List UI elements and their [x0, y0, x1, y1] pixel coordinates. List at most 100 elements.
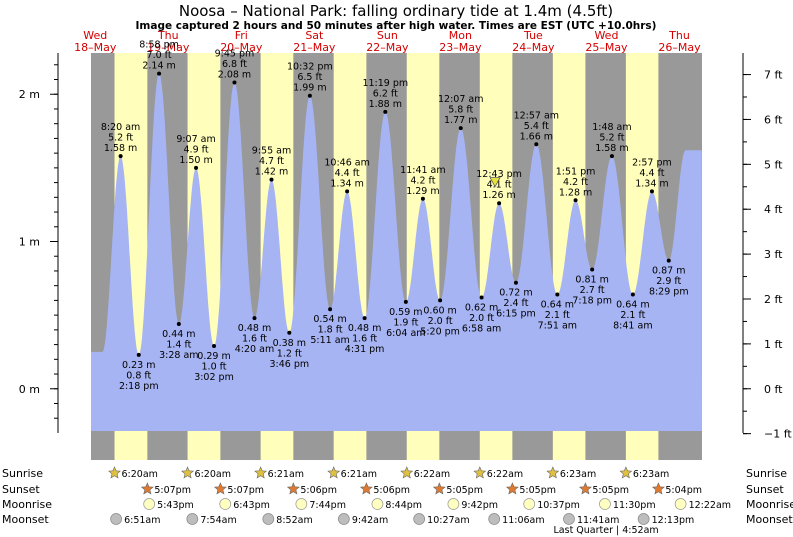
moonrise-icon: [219, 498, 232, 510]
tide-label: 0.44 m: [162, 329, 195, 340]
tide-label: 0.29 m: [197, 351, 230, 362]
tide-label: 1.0 ft: [202, 362, 227, 373]
tide-label: 1.34 m: [330, 178, 363, 189]
tide-label: 4.9 ft: [184, 144, 209, 155]
moonset-time: 8:52am: [276, 515, 312, 526]
day-label-dow: Mon: [449, 29, 472, 42]
moonrise-time: 8:44pm: [385, 500, 422, 511]
sunrise-time: 6:22am: [414, 469, 450, 480]
sunset-time: 5:07pm: [227, 485, 264, 496]
tide-label: 3:28 am: [159, 350, 198, 361]
chart-title: Noosa – National Park: falling ordinary …: [179, 2, 613, 20]
tide-label: 2.7 ft: [580, 285, 605, 296]
sunrise-icon: [181, 466, 195, 479]
tide-label: 6.2 ft: [373, 88, 398, 99]
sunset-time: 5:05pm: [592, 485, 629, 496]
tide-label: 2.1 ft: [545, 310, 570, 321]
day-label-date: 22–May: [366, 41, 409, 54]
tide-label: 2.0 ft: [469, 313, 494, 324]
row-label-left: Sunset: [2, 483, 40, 496]
tide-label: 6:15 pm: [496, 309, 536, 320]
tide-point: [362, 316, 367, 321]
right-axis-tick-label: 7 ft: [764, 69, 783, 82]
tide-point: [458, 126, 463, 131]
right-axis-tick-label: 6 ft: [764, 113, 783, 126]
tide-point: [630, 292, 635, 297]
plot-area: [91, 53, 702, 460]
tide-label: 5:11 am: [310, 335, 349, 346]
sunset-icon: [505, 482, 519, 495]
tide-point: [176, 321, 181, 326]
sunrise-icon: [546, 466, 560, 479]
sun-moon-rows: Sunrise Sunrise Sunset Sunset Moonrise Moonri…: [2, 466, 793, 536]
tide-label: 1:51 pm: [556, 166, 596, 177]
tide-label: 4.2 ft: [563, 177, 588, 188]
moon-phase-note: Last Quarter | 4:52am: [554, 525, 659, 536]
moonrise-time: 12:22am: [689, 500, 731, 511]
tide-label: 1.29 m: [406, 186, 439, 197]
row-label-left: Moonrise: [2, 498, 52, 511]
tide-label: 5:20 pm: [420, 326, 460, 337]
tide-label: 1.58 m: [104, 143, 137, 154]
tide-label: 4:20 am: [235, 344, 274, 355]
tide-label: 9:55 am: [252, 146, 291, 157]
tide-point: [666, 258, 671, 263]
day-label-date: 26–May: [658, 41, 701, 54]
sunset-time: 5:06pm: [373, 485, 410, 496]
tide-label: 5.8 ft: [448, 105, 473, 116]
tide-label: 1.77 m: [444, 115, 477, 126]
tide-label: 11:19 pm: [362, 78, 408, 89]
tide-label: 1.42 m: [255, 167, 288, 178]
tide-label: 4.7 ft: [259, 156, 284, 167]
tide-point: [252, 316, 257, 321]
tide-label: 7:18 pm: [572, 295, 612, 306]
tide-label: 3:46 pm: [269, 359, 309, 370]
tide-point: [649, 189, 654, 194]
moonset-time: 12:13pm: [652, 515, 695, 526]
sunset-time: 5:06pm: [300, 485, 337, 496]
tide-label: 0.8 ft: [126, 370, 151, 381]
left-axis-tick-label: 0 m: [19, 383, 40, 396]
row-label-right: Sunrise: [746, 467, 787, 480]
tide-area: [91, 73, 702, 432]
tide-point: [497, 201, 502, 206]
sunset-icon: [359, 482, 373, 495]
tide-point: [383, 109, 388, 114]
tide-label: 7:51 am: [538, 321, 577, 332]
tide-label: 0.54 m: [313, 314, 346, 325]
tide-label: 1:48 am: [592, 122, 631, 133]
sunset-icon: [432, 482, 446, 495]
row-label-left: Sunrise: [2, 467, 43, 480]
tide-label: 5.4 ft: [524, 121, 549, 132]
tide-label: 0.59 m: [389, 307, 422, 318]
moonset-time: 9:42am: [352, 515, 388, 526]
day-label-dow: Wed: [83, 29, 107, 42]
tide-label: 7.0 ft: [147, 50, 172, 61]
moonset-icon: [186, 513, 199, 525]
moonrise-icon: [143, 498, 156, 510]
day-label-dow: Wed: [594, 29, 618, 42]
day-label-date: 19–May: [147, 41, 190, 54]
tide-label: 5.2 ft: [599, 133, 624, 144]
tide-label: 6.5 ft: [297, 72, 322, 83]
tide-point: [555, 292, 560, 297]
tide-point: [534, 142, 539, 147]
tide-point: [479, 295, 484, 300]
day-label-date: 21–May: [293, 41, 336, 54]
sunrise-time: 6:20am: [195, 469, 231, 480]
day-label-dow: Thu: [157, 29, 179, 42]
tide-point: [212, 344, 217, 349]
tide-labels: 8:20 am5.2 ft1.58 m0.23 m0.8 ft2:18 pm8:…: [101, 40, 689, 392]
tide-label: 0.64 m: [541, 300, 574, 311]
sunrise-icon: [473, 466, 487, 479]
tide-label: 5.2 ft: [108, 133, 133, 144]
axes: 0 m 1 m 2 m −1 ft 0 ft 1 ft 2 ft 3 ft 4 ft 5 ft 6 …: [19, 53, 792, 441]
day-label-date: 18–May: [74, 41, 117, 54]
tide-point: [269, 177, 274, 182]
moonset-icon: [262, 513, 275, 525]
tide-label: 3:02 pm: [194, 372, 234, 383]
tide-point: [328, 307, 333, 312]
moonrise-icon: [599, 498, 611, 510]
tide-label: 12:43 pm: [476, 169, 522, 180]
moonset-time: 11:41am: [577, 515, 619, 526]
